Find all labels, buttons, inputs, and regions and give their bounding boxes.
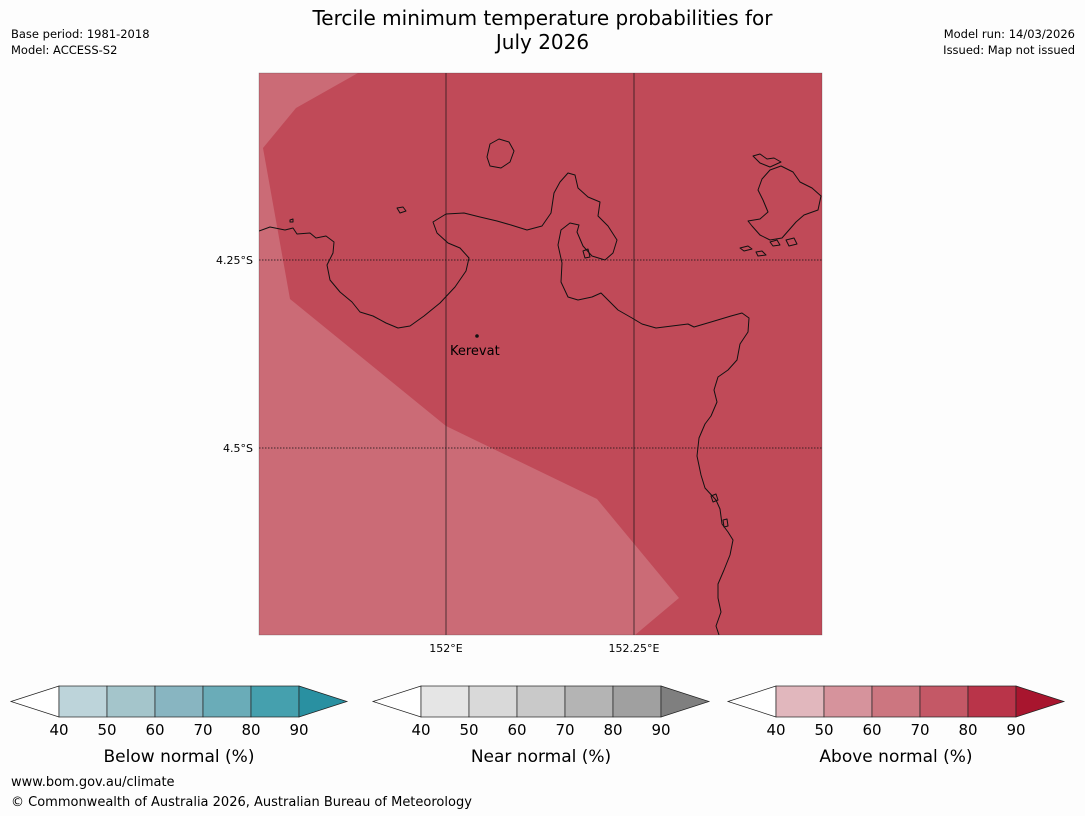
title-line-1: Tercile minimum temperature probabilitie… <box>312 6 773 30</box>
legend-above-swatch <box>871 685 921 718</box>
legend-above-label: Above normal (%) <box>819 747 972 767</box>
footer-copyright: © Commonwealth of Australia 2026, Austra… <box>11 795 472 810</box>
legend-below: 40 50 60 70 80 90 Below normal (%) <box>9 685 349 767</box>
legend-below-swatch <box>154 685 204 718</box>
issued-status: Issued: Map not issued <box>943 43 1075 57</box>
model-run: Model run: 14/03/2026 <box>943 27 1075 41</box>
legend-below-swatch <box>250 685 300 718</box>
legend-near-label: Near normal (%) <box>471 747 611 767</box>
gridlines <box>259 73 822 635</box>
legend-above-tick: 70 <box>910 721 929 739</box>
legend-above-swatch <box>967 685 1017 718</box>
legend-above: 40 50 60 70 80 90 Above normal (%) <box>726 685 1066 767</box>
legend-near-tick: 50 <box>459 721 478 739</box>
title-line-2: July 2026 <box>495 30 590 54</box>
meta-left: Base period: 1981-2018 Model: ACCESS-S2 <box>11 26 150 58</box>
legends: 40 50 60 70 80 90 Below normal (%) 40 50 60 70 80 90… <box>9 685 1066 767</box>
legend-near-swatch <box>420 685 470 718</box>
legend-below-min-arrow <box>9 685 60 718</box>
legend-above-swatch <box>823 685 873 718</box>
legend-near-max-arrow <box>660 685 711 718</box>
legend-above-swatch <box>775 685 825 718</box>
legend-below-swatch <box>58 685 108 718</box>
legend-near-tick: 40 <box>411 721 430 739</box>
legend-near-tick: 60 <box>507 721 526 739</box>
legend-above-tick: 40 <box>766 721 785 739</box>
lat-label-4-5: 4.5°S <box>223 442 253 455</box>
lon-label-152-25: 152.25°E <box>609 642 660 655</box>
legend-below-tick: 80 <box>241 721 260 739</box>
legend-above-tick: 60 <box>862 721 881 739</box>
kerevat-marker <box>475 334 479 338</box>
legend-above-tick: 80 <box>958 721 977 739</box>
legend-near-tick: 80 <box>603 721 622 739</box>
legend-near-swatch <box>468 685 518 718</box>
legend-below-tick: 50 <box>97 721 116 739</box>
legend-above-tick: 50 <box>814 721 833 739</box>
legend-near: 40 50 60 70 80 90 Near normal (%) <box>371 685 711 767</box>
model-name: Model: ACCESS-S2 <box>11 43 118 57</box>
probability-band-80-90 <box>263 73 822 635</box>
legend-below-max-arrow <box>298 685 349 718</box>
kerevat-label: Kerevat <box>450 344 500 359</box>
map-frame <box>258 72 823 636</box>
legend-near-swatch <box>564 685 614 718</box>
lat-label-4-25: 4.25°S <box>216 254 253 267</box>
legend-near-swatch <box>516 685 566 718</box>
lon-label-152: 152°E <box>429 642 462 655</box>
coastline <box>259 138 822 635</box>
base-period: Base period: 1981-2018 <box>11 27 150 41</box>
map-title: Tercile minimum temperature probabilitie… <box>0 6 1085 54</box>
legend-above-swatch <box>919 685 969 718</box>
legend-below-tick: 60 <box>145 721 164 739</box>
legend-below-swatch <box>106 685 156 718</box>
legend-below-swatch <box>202 685 252 718</box>
legend-below-label: Below normal (%) <box>104 747 255 767</box>
legend-below-tick: 90 <box>289 721 308 739</box>
footer-url: www.bom.gov.au/climate <box>11 775 175 790</box>
legend-near-tick: 90 <box>651 721 670 739</box>
legend-near-tick: 70 <box>555 721 574 739</box>
legend-below-tick: 70 <box>193 721 212 739</box>
legend-below-tick: 40 <box>49 721 68 739</box>
legend-above-max-arrow <box>1015 685 1066 718</box>
legend-near-swatch <box>612 685 662 718</box>
legend-above-min-arrow <box>726 685 777 718</box>
meta-right: Model run: 14/03/2026 Issued: Map not is… <box>943 26 1075 58</box>
legend-near-min-arrow <box>371 685 422 718</box>
legend-above-tick: 90 <box>1006 721 1025 739</box>
